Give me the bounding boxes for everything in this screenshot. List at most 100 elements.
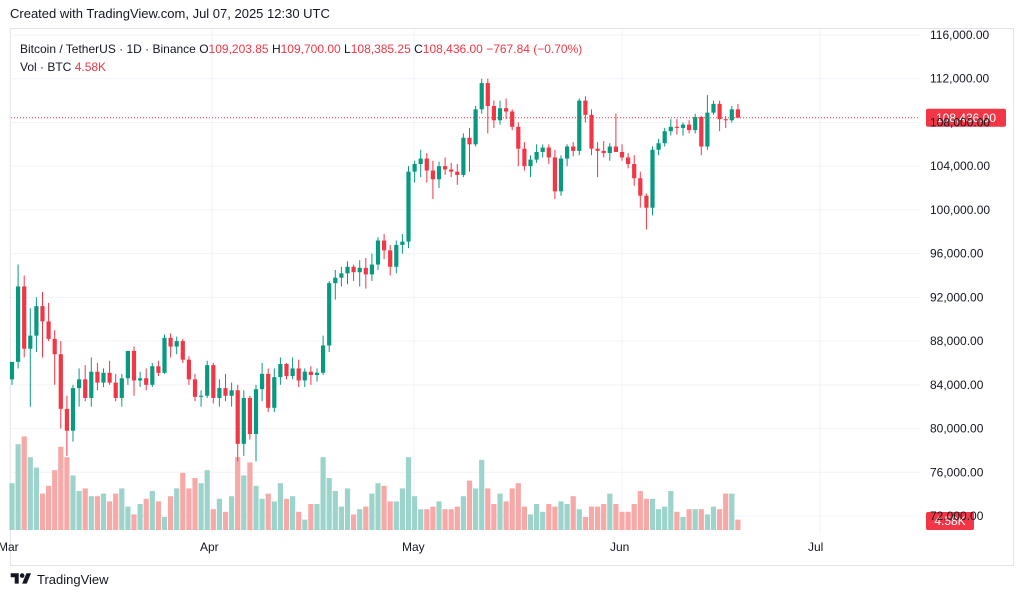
time-tick-label: Jul: [808, 540, 823, 554]
volume-bar: [723, 493, 729, 530]
candle-body: [644, 195, 649, 208]
candle-body: [34, 306, 39, 336]
volume-bar: [637, 491, 643, 530]
volume-bar: [735, 519, 741, 530]
candle-body: [693, 116, 698, 131]
volume-bar: [582, 517, 588, 530]
candle-body: [89, 371, 94, 398]
candle-body: [504, 108, 509, 112]
candle-body: [229, 390, 234, 396]
candle-body: [662, 131, 667, 144]
candle-body: [131, 350, 137, 381]
volume-bar: [381, 485, 387, 530]
candle-body: [351, 266, 356, 273]
volume-bar: [558, 501, 564, 530]
volume-bar: [39, 493, 46, 530]
candle-body: [22, 286, 27, 349]
footer[interactable]: TradingView: [10, 571, 109, 587]
volume-bar: [424, 509, 430, 530]
candle-body: [180, 341, 185, 360]
volume-bar: [64, 457, 70, 530]
volume-bar: [686, 509, 692, 530]
volume-bar: [729, 493, 735, 530]
candle-body: [217, 388, 222, 398]
volume-bar: [180, 472, 186, 530]
candle-body: [186, 359, 191, 380]
volume-bar: [113, 493, 119, 530]
volume-bar: [515, 483, 521, 530]
close-value: 108,436.00: [422, 42, 483, 56]
candle-body: [174, 341, 179, 347]
candle-body: [314, 372, 320, 375]
volume-bar: [485, 488, 491, 530]
candle-body: [28, 335, 33, 349]
volume-bar: [296, 511, 302, 530]
candle-body: [46, 321, 51, 339]
time-axis: Mar Apr May Jun Jul: [0, 540, 823, 554]
volume-bar: [497, 493, 503, 530]
candle-body: [467, 137, 472, 145]
candle-body: [345, 266, 350, 274]
candle-body: [205, 365, 210, 396]
volume-bar: [15, 444, 21, 530]
brand-name: TradingView: [37, 571, 109, 587]
volume-bar: [656, 509, 662, 530]
volume-bar: [509, 488, 515, 530]
open-value: 109,203.85: [208, 42, 269, 56]
volume-bar: [473, 488, 479, 530]
candle-body: [626, 157, 631, 164]
volume-bar: [674, 511, 680, 530]
candle-body: [497, 108, 503, 121]
price-axis: 116,000.00 112,000.00 108,000.00 104,000.00…: [930, 28, 990, 523]
candle-body: [418, 158, 423, 164]
candle-body: [449, 169, 454, 172]
candle-body: [95, 371, 100, 383]
volume-bar: [259, 498, 265, 530]
volume-bar: [265, 493, 271, 530]
volume-bar: [418, 509, 424, 530]
volume-bar: [662, 506, 668, 530]
volume-bar: [119, 488, 125, 530]
volume-bar: [717, 509, 723, 530]
candle-body: [83, 379, 88, 398]
volume-bar: [534, 504, 540, 530]
candle-body: [162, 337, 167, 373]
candle-body: [119, 378, 124, 398]
volume-bar: [601, 504, 607, 530]
candle-body: [40, 306, 45, 322]
symbol-label[interactable]: Bitcoin / TetherUS · 1D · Binance: [20, 42, 196, 56]
candle-body: [156, 366, 161, 373]
candle-body: [577, 100, 582, 151]
volume-bar: [412, 496, 418, 530]
candle-body: [546, 147, 551, 158]
volume-label[interactable]: Vol · BTC: [20, 60, 72, 74]
volume-bar: [631, 504, 637, 530]
candle-body: [321, 345, 326, 373]
volume-bar: [479, 459, 485, 530]
volume-bar: [76, 491, 82, 530]
candle-body: [680, 124, 686, 128]
volume-bar: [704, 514, 710, 530]
candle-body: [412, 163, 417, 172]
volume-bar: [363, 506, 369, 530]
candle-body: [711, 103, 716, 113]
candle-body: [272, 377, 277, 408]
volume-row: Vol · BTC 4.58K: [20, 58, 582, 76]
candle-body: [101, 372, 106, 383]
candle-body: [552, 157, 557, 192]
candle-body: [192, 379, 198, 397]
candle-body: [656, 143, 661, 150]
last-price-label: 108,436.00: [936, 111, 996, 125]
candle-body: [284, 364, 289, 377]
ohlc-row: Bitcoin / TetherUS · 1D · Binance O109,2…: [20, 40, 582, 58]
candle-body: [308, 371, 313, 375]
candle-body: [717, 103, 722, 120]
candle-body: [357, 267, 362, 273]
volume-bar: [192, 478, 198, 530]
last-price-badge: [926, 108, 1006, 127]
candle-body: [436, 166, 442, 180]
candle-body: [70, 388, 76, 431]
volume-bar: [100, 493, 107, 530]
volume-bar: [527, 514, 534, 530]
